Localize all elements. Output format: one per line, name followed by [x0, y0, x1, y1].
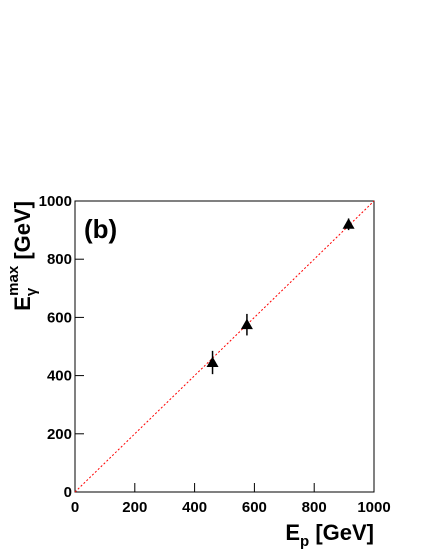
diagonal-line	[74, 200, 375, 493]
plot-frame	[74, 200, 375, 493]
x-label-sub: p	[300, 533, 309, 550]
x-tick-label: 600	[242, 499, 267, 516]
y-tick-label: 600	[47, 309, 72, 326]
x-axis-label: Ep [GeV]	[285, 520, 374, 550]
x-tick-label: 200	[122, 499, 147, 516]
y-tick-label: 1000	[39, 193, 72, 210]
y-label-unit: [GeV]	[10, 201, 35, 266]
x-tick-label: 0	[71, 499, 79, 516]
x-tick-label: 400	[182, 499, 207, 516]
y-label-sup: max	[5, 265, 22, 296]
x-label-unit: [GeV]	[309, 520, 374, 545]
x-tick-label: 1000	[357, 499, 390, 516]
y-tick-label: 0	[64, 484, 72, 501]
y-tick-label: 200	[47, 426, 72, 443]
x-tick-label: 800	[302, 499, 327, 516]
y-label-sub: γ	[23, 287, 40, 296]
marker	[206, 356, 219, 368]
y-label-main: E	[10, 296, 35, 311]
x-label-main: E	[285, 520, 300, 545]
y-axis-label: Eγmax [GeV]	[5, 201, 40, 311]
y-tick-label: 800	[47, 251, 72, 268]
marker	[240, 318, 253, 330]
marker	[342, 218, 355, 229]
y-tick-label: 400	[47, 368, 72, 385]
annotation: (b)	[84, 214, 117, 244]
